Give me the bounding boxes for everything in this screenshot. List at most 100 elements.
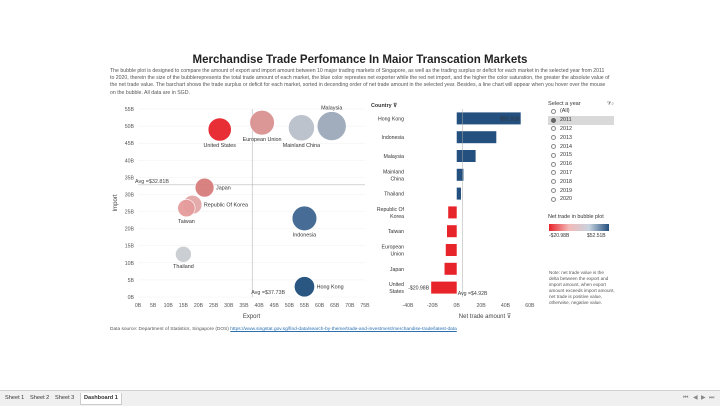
bubble-mainland-china[interactable] — [288, 114, 315, 142]
bubble-plot[interactable]: 0B 5B 10B 15B 20B 25B 30B 35B 40B 45B 50B 55B 0B 5B 10… — [110, 101, 370, 326]
bubble-y-tick: 15B — [125, 244, 135, 250]
bubble-label-malaysia: Malaysia — [321, 106, 342, 112]
bubble-japan[interactable] — [194, 177, 215, 198]
bubble-x-tick: 70B — [345, 303, 355, 309]
bubble-x-tick: 55B — [300, 303, 310, 309]
radio-icon — [551, 196, 556, 202]
bubble-y-tick: 30B — [125, 192, 135, 198]
bubble-hong-kong[interactable] — [294, 276, 315, 298]
year-option-2017[interactable]: 2017 — [548, 169, 614, 178]
bar-x-axis-label: Net trade amount ⊽ — [459, 313, 511, 320]
color-legend-min: -$20.98B — [549, 233, 570, 239]
year-option-2018[interactable]: 2018 — [548, 177, 614, 186]
year-option-2020[interactable]: 2020 — [548, 195, 614, 204]
bubble-x-tick: 65B — [330, 303, 340, 309]
year-option-2019[interactable]: 2019 — [548, 186, 614, 195]
bar-taiwan[interactable] — [446, 225, 457, 238]
tab-sheet-2[interactable]: Sheet 2 — [30, 395, 50, 401]
year-option-2013[interactable]: 2013 — [548, 133, 614, 142]
filter-menu-icon[interactable]: ⧩⌕ — [606, 101, 614, 107]
radio-icon — [551, 117, 556, 123]
bar-category-indonesia: Indonesia — [382, 135, 405, 141]
bar-european-union[interactable] — [445, 244, 457, 256]
bar-x-tick: -40B — [403, 303, 414, 309]
bubble-label-united-states: United States — [204, 143, 237, 149]
bar-thailand[interactable] — [456, 187, 461, 200]
bar-japan[interactable] — [444, 262, 457, 275]
data-source-text: Data source: Department of Statistics, S… — [110, 327, 229, 332]
next-sheet-icon[interactable]: ▶ — [701, 395, 706, 401]
bubble-x-tick: 60B — [315, 303, 325, 309]
tab-sheet-3[interactable]: Sheet 3 — [55, 395, 75, 401]
year-option-label: 2012 — [560, 125, 572, 132]
last-sheet-icon[interactable]: ⏭ — [709, 395, 715, 401]
bubble-x-axis-label: Export — [243, 314, 261, 320]
radio-icon — [551, 144, 556, 150]
avg-export-label: Avg =$37.73B — [251, 290, 285, 296]
net-trade-bar-chart[interactable]: Country ⊽ Hong Kong $52.51B Indonesia Malays… — [370, 101, 545, 326]
radio-icon — [551, 179, 556, 185]
bubble-label-japan: Japan — [216, 186, 231, 192]
bar-x-tick: 0B — [454, 303, 461, 309]
color-legend-title: Net trade in bubble plot — [548, 214, 604, 220]
radio-icon — [551, 152, 556, 158]
bar-data-label: $52.51B — [500, 116, 520, 122]
tab-dashboard-1[interactable]: Dashboard 1 — [80, 393, 122, 405]
bubble-y-tick: 50B — [125, 124, 135, 130]
bar-indonesia[interactable] — [456, 131, 497, 144]
bar-republic-of-korea[interactable] — [448, 206, 457, 219]
year-option-2015[interactable]: 2015 — [548, 151, 614, 160]
bubble-malaysia[interactable] — [316, 111, 347, 141]
tab-sheet-1[interactable]: Sheet 1 — [5, 395, 25, 401]
radio-icon — [551, 126, 556, 132]
bubble-label-european-union: European Union — [243, 137, 282, 143]
bubble-x-tick: 0B — [135, 303, 142, 309]
bubble-y-tick: 40B — [125, 158, 135, 164]
bubble-european-union[interactable] — [249, 110, 275, 136]
avg-net-trade-label: Avg =$4.92B — [458, 291, 488, 297]
bubble-label-mainland-china: Mainland China — [283, 143, 320, 149]
year-option-label: 2011 — [560, 117, 572, 124]
bubble-label-thailand: Thailand — [173, 264, 194, 270]
year-option-2016[interactable]: 2016 — [548, 160, 614, 169]
bar-x-tick: 40B — [501, 303, 511, 309]
year-option-all[interactable]: (All) — [548, 107, 614, 116]
bar-category-hong-kong: Hong Kong — [378, 116, 404, 122]
year-option-2014[interactable]: 2014 — [548, 142, 614, 151]
radio-icon — [551, 108, 556, 114]
bubble-x-tick: 75B — [360, 303, 370, 309]
bubble-y-tick: 10B — [125, 261, 135, 267]
bubble-x-tick: 25B — [209, 303, 219, 309]
year-option-label: 2019 — [560, 187, 572, 194]
bar-category-mainland-china: Mainland — [383, 169, 404, 175]
radio-icon — [551, 170, 556, 176]
year-option-label: 2015 — [560, 152, 572, 159]
bar-x-tick: 20B — [476, 303, 486, 309]
bubble-y-tick: 55B — [125, 107, 135, 113]
year-option-label: 2016 — [560, 161, 572, 168]
bubble-x-tick: 15B — [179, 303, 189, 309]
bubble-y-axis-label: Import — [113, 194, 119, 211]
year-option-2012[interactable]: 2012 — [548, 125, 614, 134]
bar-y-axis-label: Country ⊽ — [371, 103, 397, 109]
bubble-label-indonesia: Indonesia — [293, 233, 316, 239]
bar-category-thailand: Thailand — [384, 192, 404, 198]
first-sheet-icon[interactable]: ⏮ — [683, 395, 689, 401]
bar-mainland-china[interactable] — [456, 168, 464, 181]
bar-category-taiwan: Taiwan — [388, 229, 404, 235]
bubble-taiwan[interactable] — [177, 199, 196, 218]
bar-category-japan: Japan — [390, 267, 404, 273]
bubble-thailand[interactable] — [175, 245, 192, 263]
bubble-indonesia[interactable] — [291, 205, 318, 232]
bar-x-tick: -20B — [427, 303, 438, 309]
year-option-2011[interactable]: 2011 — [548, 115, 614, 125]
dashboard-description: The bubble plot is designed to compare t… — [110, 68, 610, 96]
bar-united-states[interactable] — [431, 281, 457, 294]
year-option-label: 2018 — [560, 178, 572, 185]
bar-malaysia[interactable] — [456, 150, 476, 162]
previous-sheet-icon[interactable]: ◀ — [693, 395, 698, 401]
bar-hong-kong[interactable] — [456, 112, 521, 125]
data-source-link[interactable]: https://www.singstat.gov.sg/find-data/se… — [230, 327, 457, 332]
bar-category-united-states: States — [389, 289, 404, 295]
bubble-united-states[interactable] — [207, 117, 232, 142]
